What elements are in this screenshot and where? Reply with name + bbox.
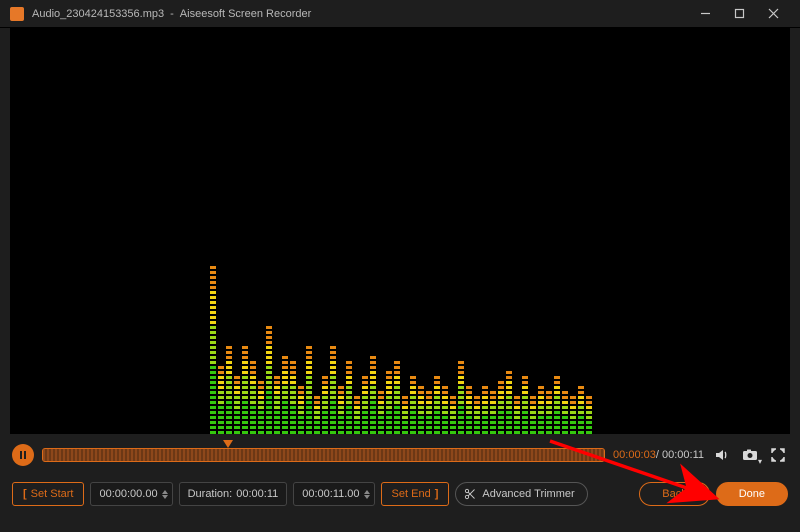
preview-area bbox=[10, 28, 790, 434]
title-appname: Aiseesoft Screen Recorder bbox=[180, 8, 311, 20]
scissors-icon bbox=[464, 488, 476, 500]
advanced-trimmer-button[interactable]: Advanced Trimmer bbox=[455, 482, 587, 506]
time-display: 00:00:03/ 00:00:11 bbox=[613, 449, 704, 461]
seek-track[interactable] bbox=[42, 448, 605, 462]
stepper-arrows[interactable] bbox=[364, 490, 370, 499]
set-end-button[interactable]: Set End] bbox=[381, 482, 450, 506]
done-button[interactable]: Done bbox=[716, 482, 788, 506]
title-filename: Audio_230424153356.mp3 bbox=[32, 8, 164, 20]
trim-bar: [Set Start 00:00:00.00 Duration: 00:00:1… bbox=[0, 476, 800, 520]
minimize-button[interactable] bbox=[688, 0, 722, 28]
titlebar: Audio_230424153356.mp3 - Aiseesoft Scree… bbox=[0, 0, 800, 28]
duration-label: Duration: bbox=[188, 488, 233, 500]
pause-button[interactable] bbox=[12, 444, 34, 466]
back-button[interactable]: Back bbox=[639, 482, 709, 506]
set-end-label: Set End bbox=[392, 488, 431, 500]
back-label: Back bbox=[662, 488, 686, 500]
total-time: 00:00:11 bbox=[662, 449, 704, 461]
close-button[interactable] bbox=[756, 0, 790, 28]
duration-value: 00:00:11 bbox=[236, 488, 278, 500]
advanced-trimmer-label: Advanced Trimmer bbox=[482, 488, 574, 500]
stepper-arrows[interactable] bbox=[162, 490, 168, 499]
set-start-button[interactable]: [Set Start bbox=[12, 482, 84, 506]
current-time: 00:00:03 bbox=[613, 449, 656, 461]
end-time-value: 00:00:11.00 bbox=[302, 488, 359, 500]
end-time-input[interactable]: 00:00:11.00 bbox=[293, 482, 374, 506]
audio-waveform bbox=[210, 264, 592, 434]
fullscreen-icon[interactable] bbox=[768, 445, 788, 465]
camera-icon[interactable]: ▾ bbox=[740, 445, 760, 465]
app-icon bbox=[10, 7, 24, 21]
set-start-label: Set Start bbox=[31, 488, 74, 500]
title-separator: - bbox=[170, 8, 174, 20]
transport-bar: 00:00:03/ 00:00:11 ▾ bbox=[0, 434, 800, 476]
duration-display: Duration: 00:00:11 bbox=[179, 482, 288, 506]
seek-fill bbox=[43, 449, 604, 461]
pause-icon bbox=[20, 451, 26, 459]
seek-marker[interactable] bbox=[223, 440, 233, 448]
start-time-value: 00:00:00.00 bbox=[99, 488, 157, 500]
start-time-input[interactable]: 00:00:00.00 bbox=[90, 482, 172, 506]
volume-icon[interactable] bbox=[712, 445, 732, 465]
done-label: Done bbox=[739, 488, 765, 500]
maximize-button[interactable] bbox=[722, 0, 756, 28]
